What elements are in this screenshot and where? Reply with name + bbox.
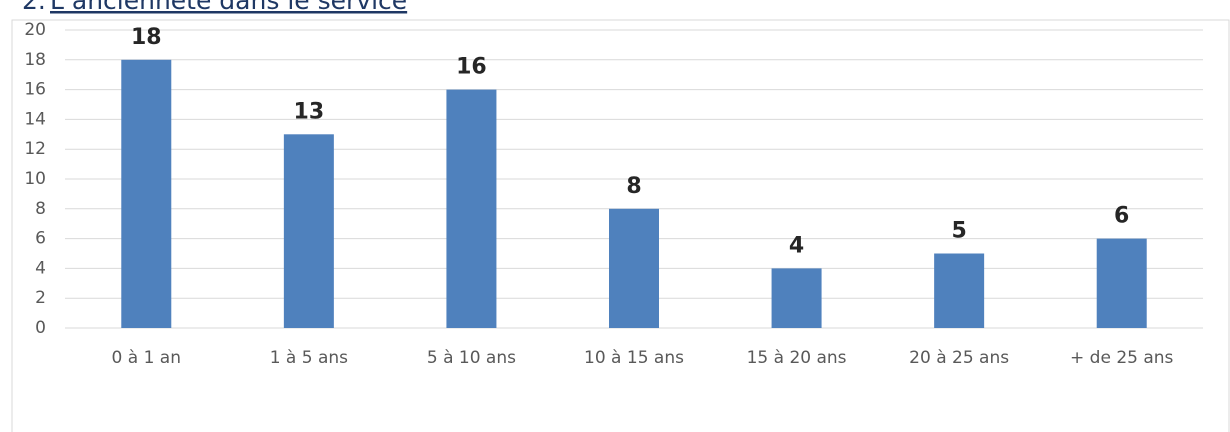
heading-number: 2.	[22, 0, 46, 15]
x-tick-label: 15 à 20 ans	[747, 348, 847, 368]
y-tick-label: 16	[24, 80, 46, 100]
y-tick-label: 4	[35, 258, 46, 278]
y-tick-label: 18	[24, 50, 46, 70]
bar	[934, 253, 985, 328]
value-label: 13	[294, 99, 325, 124]
x-tick-label: 20 à 25 ans	[909, 348, 1009, 368]
value-label: 5	[951, 219, 966, 244]
y-tick-label: 10	[24, 169, 46, 189]
y-tick-label: 2	[35, 288, 46, 308]
x-tick-label: 1 à 5 ans	[270, 348, 348, 368]
value-label: 18	[131, 25, 162, 50]
y-tick-label: 20	[24, 20, 46, 40]
value-label: 6	[1114, 204, 1129, 229]
x-tick-label: 10 à 15 ans	[584, 348, 684, 368]
x-tick-label: + de 25 ans	[1070, 348, 1174, 368]
bar	[609, 208, 659, 328]
chart-title: L’ancienneté dans le service	[50, 0, 407, 15]
value-label: 8	[626, 174, 641, 199]
x-tick-label: 0 à 1 an	[112, 348, 181, 368]
bar	[121, 59, 172, 329]
bar	[283, 134, 334, 328]
y-tick-label: 14	[24, 109, 46, 129]
value-label: 16	[456, 55, 487, 80]
y-tick-label: 12	[24, 139, 46, 159]
y-tick-label: 8	[35, 199, 46, 219]
y-tick-label: 0	[35, 318, 46, 338]
y-tick-label: 6	[35, 229, 46, 249]
bar	[771, 268, 822, 328]
chart-frame	[11, 19, 1230, 432]
bar	[446, 89, 497, 328]
value-label: 4	[789, 233, 804, 258]
x-tick-label: 5 à 10 ans	[427, 348, 516, 368]
bar	[1096, 238, 1147, 328]
